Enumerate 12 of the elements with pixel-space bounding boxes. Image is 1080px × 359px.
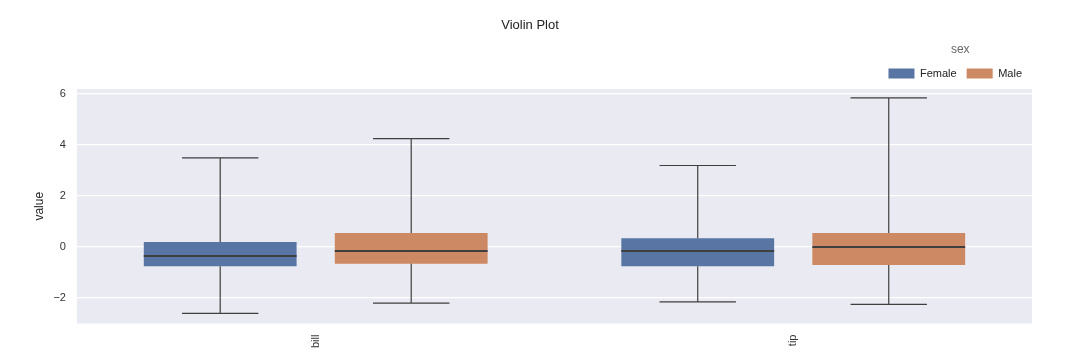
legend-label: Male bbox=[998, 66, 1022, 79]
chart-title: Violin Plot bbox=[501, 17, 560, 33]
y-tick-label: 2 bbox=[59, 189, 66, 202]
y-tick-label: 6 bbox=[59, 87, 66, 100]
legend-title: sex bbox=[950, 41, 970, 56]
legend-label: Female bbox=[919, 66, 957, 79]
y-tick-label: −2 bbox=[53, 291, 66, 304]
x-tick-label: bill bbox=[308, 334, 321, 348]
y-axis-title: value bbox=[31, 191, 46, 221]
y-tick-label: 4 bbox=[59, 138, 66, 151]
y-tick-label: 0 bbox=[59, 240, 66, 253]
x-tick-label: tip bbox=[786, 334, 799, 347]
